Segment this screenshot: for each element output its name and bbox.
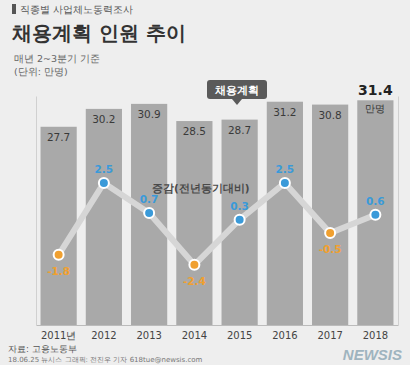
bar-label: 31.2: [273, 106, 296, 118]
x-axis: 2011년 2012 2013 2014 2015 2016 2017 2018: [37, 325, 399, 341]
bar-label: 28.5: [183, 125, 206, 137]
bar: [267, 102, 303, 325]
credit: 18.06.25 뉴시스 그래픽: 전진우 기자 618tue@newsis.c…: [8, 356, 203, 364]
bar: [357, 100, 393, 325]
data-labels: 27.7 30.2 30.9 28.5 28.7 31.2 30.8 31.4 만명 -1.8 2.…: [47, 82, 393, 287]
bar: [222, 120, 258, 325]
bar-label: 30.8: [318, 109, 341, 121]
bar-label: 30.2: [92, 113, 115, 125]
note: (단위: 만명): [14, 66, 68, 77]
logo: NEWSIS: [343, 346, 402, 363]
change-point: [280, 178, 290, 188]
subtitle: 직종별 사업체노동력조사: [20, 4, 133, 15]
chart: 직종별 사업체노동력조사채용계획 인원 추이매년 2~3분기 기준 (단위: 만명…: [0, 0, 410, 365]
x-tick: 2014: [182, 325, 207, 341]
change-point: [144, 208, 154, 218]
bar-label: 31.4: [358, 82, 393, 98]
bar-series-callout: 채용계획: [207, 80, 267, 105]
x-tick-label: 2013: [136, 330, 161, 341]
change-point: [54, 250, 64, 260]
x-tick-label: 2018: [363, 330, 388, 341]
callout-box: [207, 80, 267, 99]
x-tick: 2011년: [41, 325, 76, 341]
change-point: [99, 178, 109, 188]
x-tick-label: 2011년: [41, 330, 76, 341]
subtitle-accent: [12, 4, 16, 14]
y2-axis-line: [398, 97, 399, 326]
bar: [41, 127, 77, 325]
background: [0, 0, 410, 365]
bar: [86, 109, 122, 325]
change-point: [189, 260, 199, 270]
x-tick: 2018: [363, 325, 388, 341]
x-tick: 2012: [91, 325, 116, 341]
bar: [131, 104, 167, 325]
y2-axis: [398, 97, 399, 326]
callout-pointer: [232, 99, 242, 105]
change-label: -2.4: [183, 275, 206, 287]
x-tick-label: 2015: [227, 330, 252, 341]
change-point: [235, 215, 245, 225]
change-label: 2.5: [95, 163, 114, 175]
source: 자료: 고용노동부: [8, 344, 77, 354]
plot-area: [41, 100, 394, 325]
change-point: [325, 228, 335, 238]
x-tick-label: 2017: [317, 330, 342, 341]
change-label: 2.5: [276, 163, 295, 175]
change-label: 0.6: [366, 195, 385, 207]
x-tick: 2017: [317, 325, 342, 341]
legend-label: 채용계획: [214, 84, 259, 97]
y-axis-line: [36, 97, 37, 326]
bar-label: 28.7: [228, 124, 251, 136]
title: 채용계획 인원 추이: [11, 21, 186, 45]
x-tick: 2016: [272, 325, 297, 341]
change-label: -0.5: [319, 243, 342, 255]
change-line: [59, 183, 376, 265]
note: 매년 2~3분기 기준: [14, 53, 100, 64]
change-label: -1.8: [47, 265, 70, 277]
legend-label: 증감(전년동기대비): [152, 182, 250, 194]
change-label: 0.3: [230, 200, 249, 212]
bar: [176, 121, 212, 325]
x-tick-label: 2016: [272, 330, 297, 341]
unit-label: 만명: [365, 103, 385, 114]
x-tick-label: 2014: [182, 330, 207, 341]
x-tick: 2015: [227, 325, 252, 341]
change-point: [370, 210, 380, 220]
x-tick: 2013: [136, 325, 161, 341]
x-tick-label: 2012: [91, 330, 116, 341]
x-axis-line: [37, 325, 399, 326]
change-label: 0.7: [140, 193, 159, 205]
bar-label: 27.7: [47, 131, 70, 143]
y-axis: [36, 97, 37, 326]
bar-label: 30.9: [137, 108, 160, 120]
